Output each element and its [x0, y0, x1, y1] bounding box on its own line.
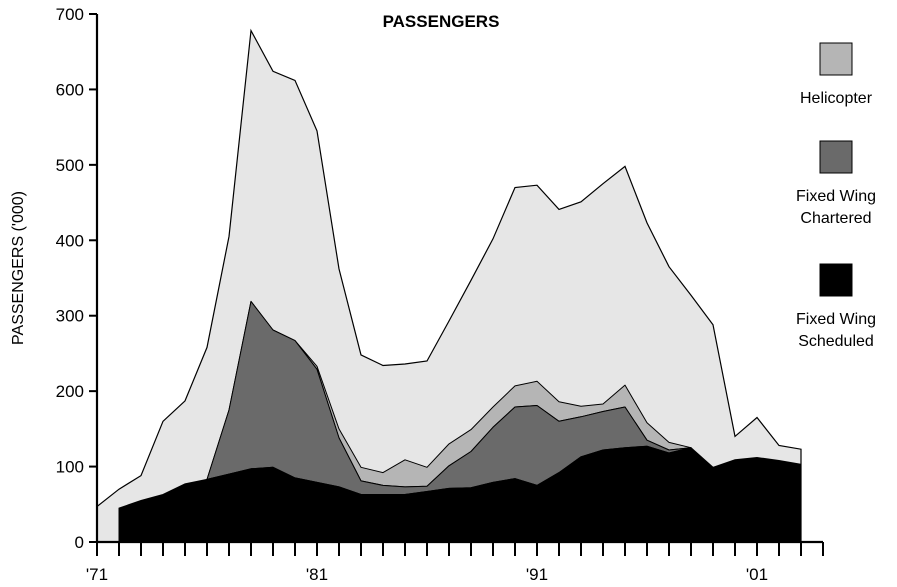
- y-tick-label: 500: [56, 156, 84, 175]
- y-axis-label: PASSENGERS ('000): [10, 191, 27, 345]
- chart-areas: [96, 28, 802, 543]
- legend-label-total: Total: [819, 0, 853, 4]
- legend-label-fixed-wing-chartered: Fixed Wing Chartered: [796, 188, 876, 227]
- x-tick-label: '81: [306, 565, 328, 584]
- legend-swatch-fixed-wing-scheduled: [819, 263, 853, 297]
- legend-swatch-fixed-wing-chartered: [819, 140, 853, 174]
- y-tick-label: 600: [56, 80, 84, 99]
- x-tick-label: '91: [526, 565, 548, 584]
- x-tick-label: '01: [746, 565, 768, 584]
- chart-title: PASSENGERS: [383, 12, 500, 31]
- y-tick-label: 200: [56, 382, 84, 401]
- y-tick-label: 400: [56, 231, 84, 250]
- legend-swatch-helicopter: [819, 42, 853, 76]
- legend-label-fixed-wing-scheduled: Fixed Wing Scheduled: [796, 311, 876, 350]
- y-tick-label: 300: [56, 307, 84, 326]
- y-tick-label: 0: [75, 533, 84, 552]
- chart-axes: [95, 14, 823, 544]
- x-tick-label: '71: [86, 565, 108, 584]
- legend-label-helicopter: Helicopter: [800, 90, 873, 107]
- y-tick-label: 100: [56, 458, 84, 477]
- y-tick-label: 700: [56, 5, 84, 24]
- series-area-fixed-wing-scheduled: [118, 445, 802, 543]
- chart-ticks: 0 100 200 300 400 500 600 700 '71 '81 '91 '01: [56, 5, 824, 584]
